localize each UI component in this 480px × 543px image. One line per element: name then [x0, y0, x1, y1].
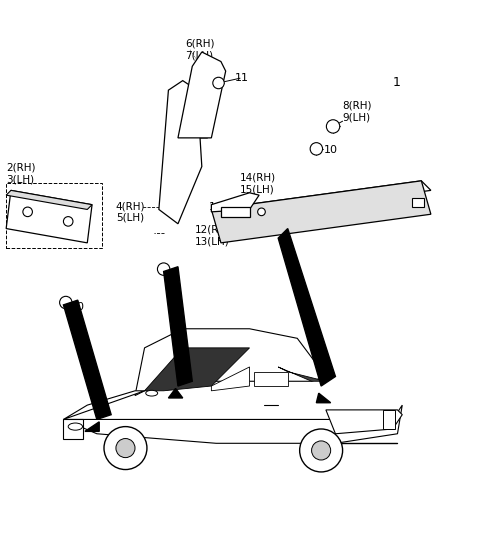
Polygon shape [316, 393, 331, 403]
Text: 10: 10 [166, 269, 180, 279]
Text: 1: 1 [393, 77, 401, 90]
Polygon shape [6, 191, 92, 243]
Text: 8(RH)
9(LH): 8(RH) 9(LH) [343, 101, 372, 122]
Circle shape [60, 296, 72, 309]
Circle shape [116, 439, 135, 458]
Text: 6(RH)
7(LH): 6(RH) 7(LH) [185, 39, 215, 60]
Text: 10: 10 [324, 145, 337, 155]
Ellipse shape [146, 390, 157, 396]
Text: 12(RH)
13(LH): 12(RH) 13(LH) [195, 225, 231, 247]
Ellipse shape [68, 423, 83, 430]
Text: 16: 16 [209, 202, 223, 212]
Polygon shape [63, 405, 402, 443]
Polygon shape [6, 191, 92, 210]
Polygon shape [63, 391, 144, 419]
Bar [6, 183, 102, 248]
Text: 17: 17 [252, 207, 266, 217]
Polygon shape [326, 410, 402, 434]
Circle shape [326, 120, 340, 133]
Polygon shape [278, 229, 336, 386]
Polygon shape [144, 348, 250, 391]
Polygon shape [85, 422, 99, 431]
Circle shape [258, 208, 265, 216]
Polygon shape [221, 207, 250, 217]
Circle shape [157, 263, 170, 275]
Circle shape [300, 429, 343, 472]
Circle shape [213, 77, 224, 89]
Bar [412, 199, 424, 207]
Text: 2(RH)
3(LH): 2(RH) 3(LH) [6, 163, 36, 185]
Polygon shape [211, 367, 250, 391]
Text: 10: 10 [71, 302, 84, 312]
Polygon shape [211, 181, 431, 243]
Polygon shape [135, 329, 326, 396]
Polygon shape [159, 80, 202, 224]
Text: 14(RH)
15(LH): 14(RH) 15(LH) [240, 173, 276, 194]
Text: 4(RH)
5(LH): 4(RH) 5(LH) [116, 201, 145, 223]
Polygon shape [278, 367, 326, 381]
Circle shape [104, 427, 147, 470]
Polygon shape [168, 388, 183, 398]
Text: 11: 11 [235, 73, 249, 83]
Polygon shape [63, 300, 111, 419]
Bar [383, 410, 395, 429]
Circle shape [312, 441, 331, 460]
Circle shape [310, 143, 323, 155]
Polygon shape [254, 372, 288, 386]
Polygon shape [211, 193, 259, 212]
Polygon shape [63, 419, 83, 439]
Circle shape [63, 217, 73, 226]
Polygon shape [164, 267, 192, 386]
Polygon shape [211, 181, 431, 219]
Polygon shape [178, 52, 226, 138]
Circle shape [23, 207, 33, 217]
